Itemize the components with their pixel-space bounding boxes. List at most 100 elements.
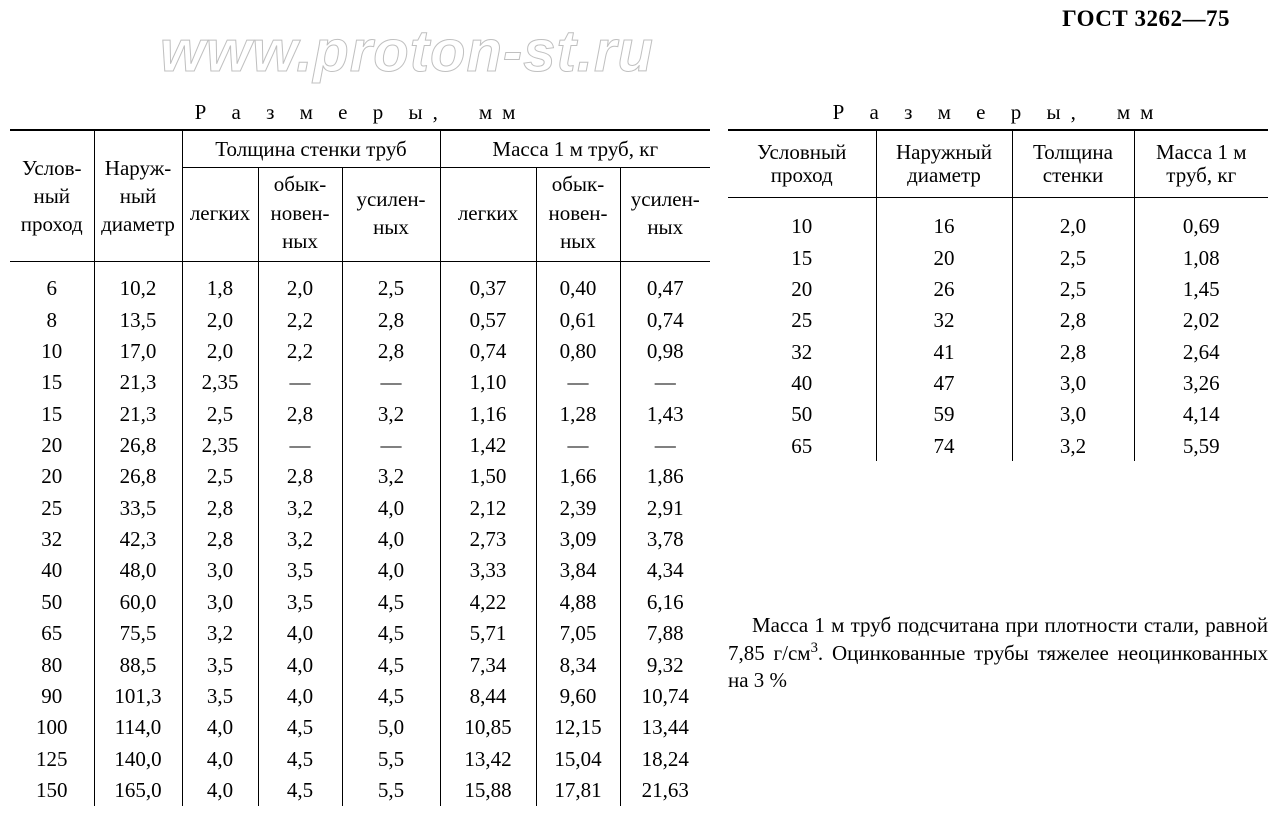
table-cell: 3,33 (440, 555, 536, 586)
col-subheader: обык-новен-ных (536, 168, 620, 262)
table-cell: 13,42 (440, 743, 536, 774)
table-cell: 2,8 (1012, 305, 1134, 336)
table-cell: 2,0 (182, 336, 258, 367)
table-cell: 3,0 (182, 555, 258, 586)
table-cell: 15 (10, 367, 94, 398)
table-cell: 9,32 (620, 649, 710, 680)
table-cell: 1,43 (620, 398, 710, 429)
col-header: Условныйпроход (728, 130, 876, 198)
table-cell: 4,5 (258, 743, 342, 774)
table-row: 150165,04,04,55,515,8817,8121,63 (10, 774, 710, 805)
table-cell: 10,74 (620, 680, 710, 711)
table-cell: 0,57 (440, 304, 536, 335)
table-cell: 50 (10, 586, 94, 617)
table-cell: 9,60 (536, 680, 620, 711)
table-cell: 41 (876, 336, 1012, 367)
table-cell: 3,5 (182, 649, 258, 680)
col-subheader: легких (440, 168, 536, 262)
table-cell: 165,0 (94, 774, 182, 805)
col-group-header: Масса 1 м труб, кг (440, 130, 710, 168)
table-cell: 18,24 (620, 743, 710, 774)
table-cell: — (620, 367, 710, 398)
table-cell: 2,8 (182, 492, 258, 523)
table-cell: 4,34 (620, 555, 710, 586)
table-cell: — (342, 430, 440, 461)
table-row: 3242,32,83,24,02,733,093,78 (10, 524, 710, 555)
table-cell: 101,3 (94, 680, 182, 711)
dimensions-table-left: Услов-ныйпроход Наруж-ныйдиаметр Толщина… (10, 129, 710, 806)
table-cell: 4,0 (342, 555, 440, 586)
table-cell: 60,0 (94, 586, 182, 617)
table-cell: 42,3 (94, 524, 182, 555)
table-cell: 5,59 (1134, 430, 1268, 461)
table-row: 2026,82,52,83,21,501,661,86 (10, 461, 710, 492)
table-cell: 4,0 (342, 524, 440, 555)
table-cell: 1,86 (620, 461, 710, 492)
table-cell: 2,0 (1012, 198, 1134, 242)
table-row: 610,21,82,02,50,370,400,47 (10, 262, 710, 304)
table-cell: 0,40 (536, 262, 620, 304)
table-cell: 3,2 (258, 524, 342, 555)
table-cell: 33,5 (94, 492, 182, 523)
table-cell: 3,0 (1012, 367, 1134, 398)
table-cell: — (536, 367, 620, 398)
table-cell: 65 (728, 430, 876, 461)
table-cell: 1,50 (440, 461, 536, 492)
table-cell: 7,34 (440, 649, 536, 680)
table-cell: 1,45 (1134, 273, 1268, 304)
table-cell: 8 (10, 304, 94, 335)
table-cell: 0,61 (536, 304, 620, 335)
table-cell: 90 (10, 680, 94, 711)
table-cell: 6,16 (620, 586, 710, 617)
table-cell: 3,84 (536, 555, 620, 586)
table-cell: 4,0 (182, 712, 258, 743)
table-cell: 5,5 (342, 774, 440, 805)
gost-label: ГОСТ 3262—75 (1062, 6, 1230, 32)
table-cell: 47 (876, 367, 1012, 398)
table-cell: 2,2 (258, 304, 342, 335)
table-cell: 3,0 (182, 586, 258, 617)
table-cell: 3,2 (1012, 430, 1134, 461)
table-cell: 80 (10, 649, 94, 680)
table-row: 25322,82,02 (728, 305, 1268, 336)
table-cell: 59 (876, 399, 1012, 430)
table-cell: 21,3 (94, 367, 182, 398)
table-cell: 4,88 (536, 586, 620, 617)
table-cell: 0,69 (1134, 198, 1268, 242)
table-cell: 140,0 (94, 743, 182, 774)
table-cell: 40 (728, 367, 876, 398)
table-cell: 4,5 (342, 680, 440, 711)
table-cell: 4,5 (342, 618, 440, 649)
table-cell: 2,5 (1012, 242, 1134, 273)
table-row: 6575,53,24,04,55,717,057,88 (10, 618, 710, 649)
table-cell: 4,5 (258, 712, 342, 743)
left-caption: Р а з м е р ы, мм (10, 100, 710, 125)
col-header: Наружныйдиаметр (876, 130, 1012, 198)
table-row: 15202,51,08 (728, 242, 1268, 273)
table-cell: — (258, 367, 342, 398)
table-cell: 0,98 (620, 336, 710, 367)
table-cell: 5,5 (342, 743, 440, 774)
table-cell: 20 (10, 461, 94, 492)
col-subheader: усилен-ных (342, 168, 440, 262)
table-cell: 50 (728, 399, 876, 430)
table-row: 65743,25,59 (728, 430, 1268, 461)
table-row: 8088,53,54,04,57,348,349,32 (10, 649, 710, 680)
table-cell: 3,5 (258, 555, 342, 586)
table-cell: 7,05 (536, 618, 620, 649)
col-header: Наруж-ныйдиаметр (94, 130, 182, 262)
table-cell: 2,02 (1134, 305, 1268, 336)
table-cell: 20 (10, 430, 94, 461)
col-subheader: легких (182, 168, 258, 262)
table-row: 1017,02,02,22,80,740,800,98 (10, 336, 710, 367)
table-cell: 0,74 (620, 304, 710, 335)
table-cell: 2,35 (182, 367, 258, 398)
table-cell: 2,5 (182, 398, 258, 429)
table-row: 1521,32,52,83,21,161,281,43 (10, 398, 710, 429)
col-group-header: Толщина стенки труб (182, 130, 440, 168)
table-cell: 1,08 (1134, 242, 1268, 273)
table-row: 40473,03,26 (728, 367, 1268, 398)
table-cell: 5,71 (440, 618, 536, 649)
table-cell: 3,09 (536, 524, 620, 555)
table-cell: — (258, 430, 342, 461)
